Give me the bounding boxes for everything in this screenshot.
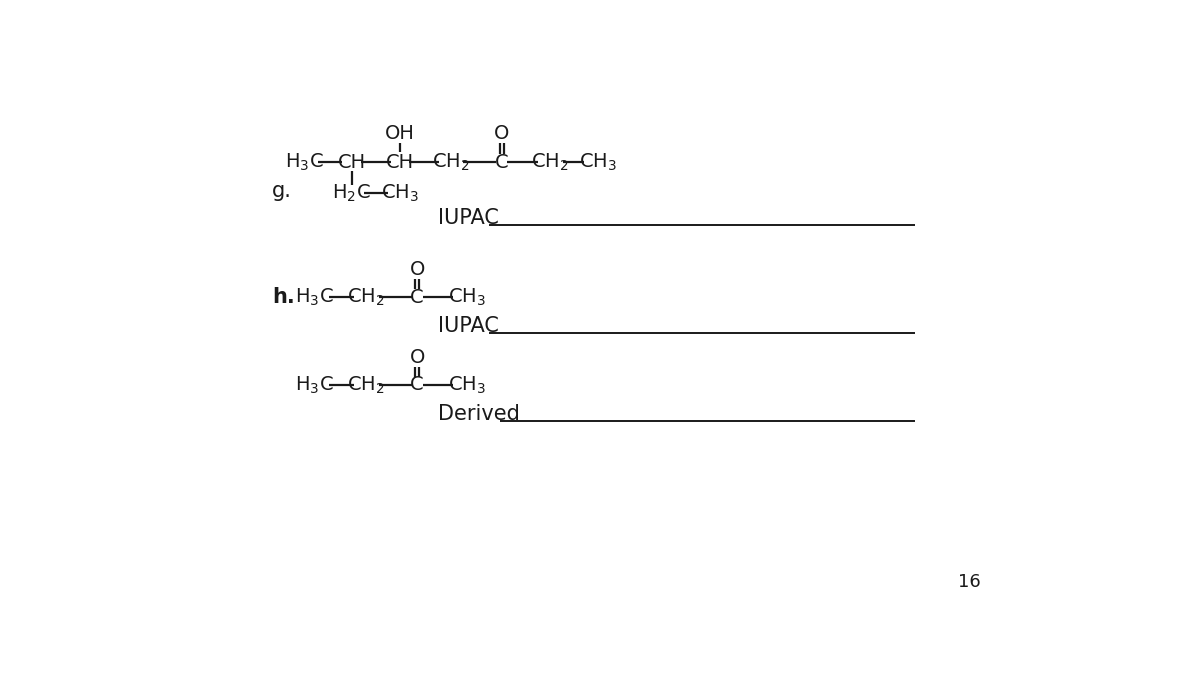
Text: H$_3$C: H$_3$C — [284, 152, 323, 173]
Text: OH: OH — [385, 124, 415, 143]
Text: O: O — [409, 347, 425, 367]
Text: CH$_3$: CH$_3$ — [382, 183, 419, 204]
Text: IUPAC: IUPAC — [438, 208, 499, 228]
Text: h.: h. — [272, 287, 295, 307]
Text: H$_3$C: H$_3$C — [295, 374, 334, 396]
Text: CH$_2$: CH$_2$ — [432, 152, 470, 173]
Text: CH: CH — [337, 153, 366, 172]
Text: CH$_3$: CH$_3$ — [448, 374, 486, 396]
Text: CH$_3$: CH$_3$ — [448, 286, 486, 308]
Text: CH$_2$: CH$_2$ — [532, 152, 569, 173]
Text: H$_2$C: H$_2$C — [332, 183, 371, 204]
Text: CH: CH — [386, 153, 414, 172]
Text: g.: g. — [272, 181, 293, 201]
Text: H$_3$C: H$_3$C — [295, 286, 334, 308]
Text: C: C — [410, 375, 424, 394]
Text: 16: 16 — [958, 573, 980, 591]
Text: C: C — [410, 288, 424, 307]
Text: IUPAC: IUPAC — [438, 316, 499, 336]
Text: O: O — [409, 260, 425, 279]
Text: CH$_3$: CH$_3$ — [580, 152, 617, 173]
Text: C: C — [494, 153, 509, 172]
Text: CH$_2$: CH$_2$ — [348, 286, 385, 308]
Text: CH$_2$: CH$_2$ — [348, 374, 385, 396]
Text: Derived: Derived — [438, 404, 520, 424]
Text: O: O — [494, 124, 510, 143]
